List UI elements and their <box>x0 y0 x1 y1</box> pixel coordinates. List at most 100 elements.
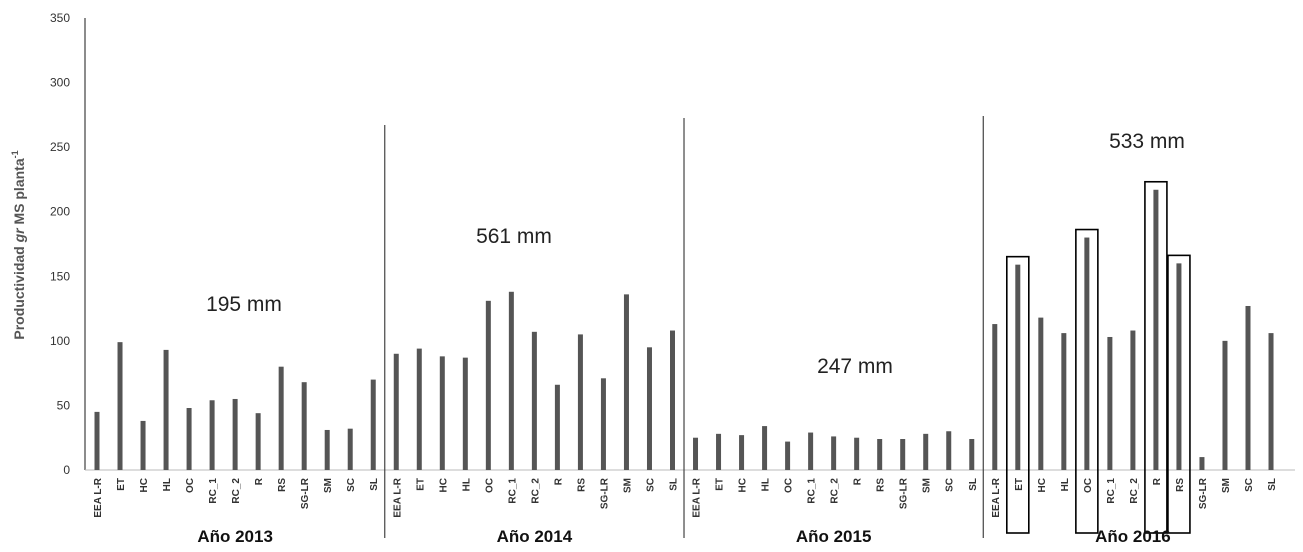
x-tick-label: SC <box>1244 478 1255 492</box>
y-tick-label: 100 <box>50 334 70 348</box>
bar <box>1038 317 1044 470</box>
year-label: Año 2013 <box>197 527 273 546</box>
x-tick-label: HC <box>738 478 749 492</box>
x-tick-label: RS <box>876 478 887 492</box>
y-axis-label-part-3: MS planta <box>11 158 27 228</box>
x-tick-label: SL <box>369 478 380 491</box>
x-tick-label: SL <box>1267 478 1278 491</box>
x-tick-label: SL <box>968 478 979 491</box>
group-dividers <box>384 116 984 538</box>
x-tick-label: R <box>853 477 864 485</box>
bar <box>508 291 514 470</box>
rainfall-label: 195 mm <box>206 293 282 316</box>
x-tick-label: EEA L-R <box>991 477 1002 517</box>
bar <box>531 331 537 470</box>
bar <box>209 400 215 470</box>
bar <box>1199 457 1205 470</box>
x-tick-label: HL <box>1060 478 1071 491</box>
x-tick-label: SG-LR <box>599 477 610 509</box>
bar <box>393 353 399 470</box>
bar <box>1176 263 1182 470</box>
y-tick-label: 200 <box>50 205 70 219</box>
bar <box>1130 330 1136 470</box>
bar <box>347 428 353 470</box>
x-tick-label: OC <box>784 478 795 493</box>
x-tick-label: R <box>553 477 564 485</box>
x-tick-labels: EEA L-R ET HC HL OC RC_1 RC_2 R RS SG-LR SM SC SL EEA… <box>93 477 1278 517</box>
bar <box>1245 305 1251 470</box>
rainfall-label: 247 mm <box>817 355 893 378</box>
year-labels: Año 2013 Año 2014 Año 2015 Año 2016 <box>197 527 1170 546</box>
x-tick-label: OC <box>185 478 196 493</box>
x-tick-label: ET <box>116 478 127 491</box>
x-tick-label: ET <box>715 478 726 491</box>
bar <box>1061 333 1067 470</box>
bar <box>1107 336 1113 470</box>
bar <box>808 432 814 470</box>
x-tick-label: EEA L-R <box>392 477 403 517</box>
bar <box>969 439 975 470</box>
x-tick-label: SM <box>1221 478 1232 493</box>
x-tick-label: EEA L-R <box>692 477 703 517</box>
bar <box>923 433 929 470</box>
highlight-box <box>1144 180 1168 534</box>
bar <box>623 294 629 470</box>
bar <box>117 342 123 470</box>
bar <box>577 334 583 470</box>
bar <box>600 378 606 470</box>
y-tick-label: 250 <box>50 140 70 154</box>
rainfall-labels: 195 mm 561 mm 247 mm 533 mm <box>206 130 1185 378</box>
bar <box>1153 189 1159 470</box>
x-tick-label: HC <box>438 478 449 492</box>
bar <box>1268 333 1274 470</box>
y-tick-label: 0 <box>63 463 70 477</box>
year-label: Año 2014 <box>497 527 573 546</box>
bar <box>554 384 560 470</box>
bars <box>94 189 1274 470</box>
bar <box>232 398 238 470</box>
bar <box>416 348 422 470</box>
x-tick-label: SM <box>622 478 633 493</box>
x-tick-label: R <box>254 477 265 485</box>
x-tick-label: RC_2 <box>231 478 242 504</box>
y-tick-label: 300 <box>50 76 70 90</box>
bar <box>900 439 906 470</box>
bar <box>1222 340 1228 470</box>
bar <box>992 324 998 470</box>
y-axis-label-part-2: gr <box>11 227 27 244</box>
x-tick-label: RC_1 <box>507 478 518 504</box>
bar <box>877 439 883 470</box>
y-axis-label-superscript: -1 <box>10 150 20 158</box>
bar <box>946 431 952 470</box>
x-tick-label: RS <box>576 478 587 492</box>
bar <box>94 411 100 470</box>
x-tick-label: HL <box>162 478 173 491</box>
year-label: Año 2016 <box>1095 527 1171 546</box>
x-tick-label: SL <box>669 478 680 491</box>
bar <box>785 441 791 470</box>
bar <box>485 300 491 470</box>
rainfall-label: 533 mm <box>1109 130 1185 153</box>
x-tick-label: RC_1 <box>208 478 219 504</box>
y-axis-label: Productividad gr MS planta-1 <box>10 150 27 339</box>
bar <box>1084 237 1090 470</box>
bar <box>462 357 468 470</box>
y-tick-label: 350 <box>50 11 70 25</box>
x-tick-label: RC_1 <box>807 478 818 504</box>
bar <box>324 429 330 470</box>
highlight-box <box>1005 255 1030 534</box>
x-tick-label: SC <box>346 478 357 492</box>
bar <box>762 426 768 470</box>
x-tick-label: RC_1 <box>1106 478 1117 504</box>
highlight-boxes <box>1005 180 1191 534</box>
bar <box>439 356 445 470</box>
bar <box>739 435 745 470</box>
highlight-box <box>1167 254 1191 534</box>
x-tick-label: RC_2 <box>830 478 841 504</box>
bar <box>163 349 169 470</box>
bar <box>716 433 722 470</box>
bar <box>278 366 284 470</box>
x-tick-label: HL <box>761 478 772 491</box>
x-tick-label: SG-LR <box>899 477 910 509</box>
